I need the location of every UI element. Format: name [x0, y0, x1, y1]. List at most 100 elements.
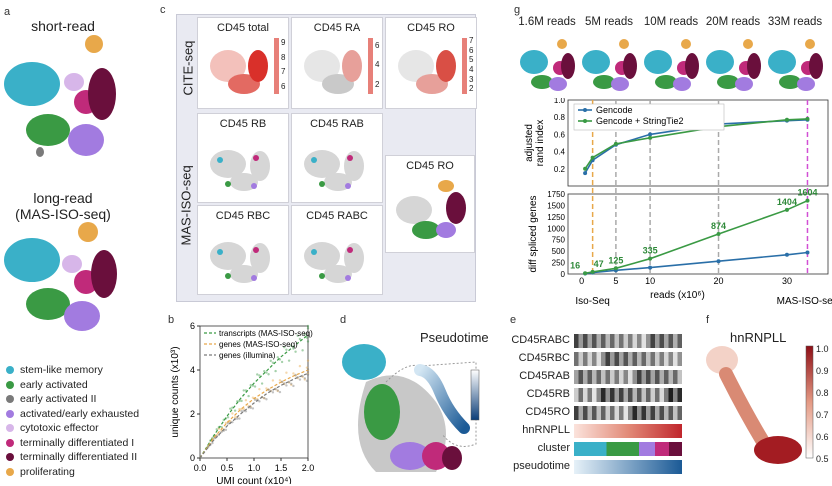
panel-c-frame: CITE-seq MAS-ISO-seq CD45 total 9 8 7 6 CD45 … — [176, 14, 477, 302]
hnrnpll-umap — [706, 345, 814, 464]
cluster-stem-like-memory — [4, 62, 60, 106]
scatter-point — [269, 359, 272, 363]
scatter-point — [305, 379, 309, 383]
dsg-y-tick: 0 — [561, 270, 566, 279]
pseudotime-cluster-green — [364, 384, 400, 440]
heatmap-row-label: CD45RO — [525, 406, 570, 418]
legend-swatch — [6, 453, 14, 461]
cluster-activated — [68, 124, 104, 156]
y-tick-label: 4 — [190, 365, 195, 375]
scatter-point — [217, 427, 221, 431]
x-tick-label: 1.5 — [275, 463, 288, 473]
umap-dots — [217, 249, 223, 255]
dsg-y-tick: 250 — [552, 259, 566, 268]
umap-blob — [230, 173, 258, 191]
colorbar-tick: 7 — [469, 36, 474, 45]
colorbar-tick-label: 0.6 — [816, 432, 829, 442]
cluster-early-activated-ii — [36, 147, 44, 157]
umap-blob — [210, 242, 246, 270]
scatter-point — [280, 360, 284, 364]
scatter-point — [303, 332, 306, 336]
dsg-point — [784, 207, 789, 212]
reads-title: 1.6M reads — [518, 16, 576, 28]
colorbar-tick: 2 — [469, 84, 474, 94]
scatter-point — [233, 416, 237, 419]
ari-ylabel-2: rand index — [535, 120, 546, 167]
pseudotime-cluster-purple — [390, 442, 430, 470]
pseudotime-inset-outline — [385, 361, 477, 447]
dsg-axes — [567, 193, 829, 275]
colorbar-tick: 9 — [281, 38, 286, 47]
reads-titles: 1.6M reads 5M reads 10M reads 20M reads 33M … — [516, 16, 832, 32]
umap-dots — [311, 157, 317, 163]
mas-plot-title: CD45 RO — [406, 160, 454, 172]
dsg-y-tick: 500 — [552, 247, 566, 256]
colorbar-tick: 4 — [375, 60, 380, 70]
scatter-plot-b: 0.0 0.5 1.0 1.5 2.0 0 2 4 6 UMI count (x10⁴) uniqu… — [170, 321, 314, 484]
ari-legend-box — [573, 103, 725, 131]
colorbar-tick: 7 — [281, 67, 286, 76]
umap-dots — [251, 183, 257, 189]
umap-blob — [344, 243, 364, 273]
scatter-point — [278, 390, 282, 394]
colorbar — [368, 38, 373, 94]
umap-blob — [735, 77, 753, 91]
scatter-point — [292, 347, 295, 350]
legend-label: early activated II — [20, 393, 97, 405]
heatmap-row-label: CD45RB — [526, 388, 570, 400]
scatter-point — [283, 345, 286, 349]
scatter-point — [296, 334, 299, 337]
scatter-point — [238, 417, 241, 420]
x-tick-label: 20 — [714, 276, 724, 286]
scatter-point — [215, 428, 218, 431]
scatter-point — [305, 366, 309, 369]
umap-blob — [324, 173, 352, 191]
scatter-point — [303, 377, 306, 380]
umap-dots — [345, 275, 351, 281]
umap-blob — [436, 50, 456, 82]
scatter-point — [306, 373, 310, 376]
scatter-point — [267, 388, 270, 391]
dsg-data-label: 125 — [608, 255, 623, 265]
scatter-point — [240, 399, 243, 403]
cluster-early-activated — [26, 288, 70, 320]
umap-blob — [446, 192, 466, 224]
pseudotime-colorbar — [470, 369, 480, 421]
mas-iso-seq-plot: CD45 RBC — [197, 205, 289, 295]
scatter-point — [276, 389, 279, 393]
scatter-point — [258, 400, 261, 403]
scatter-point — [263, 397, 266, 400]
dsg-point — [805, 250, 810, 255]
legend-label: cytotoxic effector — [20, 422, 99, 434]
legend-label: activated/early exhausted — [20, 407, 140, 420]
legend-item: cytotoxic effector — [6, 422, 99, 434]
scatter-point — [220, 430, 223, 434]
umap-blob — [520, 50, 548, 74]
colorbar — [274, 38, 279, 94]
umap-blob — [342, 50, 362, 82]
colorbar-tick: 6 — [469, 45, 474, 55]
legend-item: activated/early exhausted — [6, 408, 139, 420]
legend-item: early activated II — [6, 393, 96, 405]
scatter-point — [306, 327, 310, 330]
x-axis-label: reads (x10⁶) — [650, 290, 705, 301]
hnrnpll-cells-top — [706, 346, 738, 374]
reads-umaps — [516, 36, 832, 98]
legend-item: stem-like memory — [6, 364, 103, 376]
umap-blob — [398, 50, 434, 82]
dsg-data-label: 874 — [711, 221, 726, 231]
x-tick-label: 0.5 — [221, 463, 234, 473]
reads-umap — [520, 39, 575, 91]
scatter-point — [253, 385, 257, 388]
scatter-point — [249, 406, 252, 410]
legend-item: terminally differentiated I — [6, 437, 134, 449]
mas-plot-title: CD45 RAB — [310, 118, 364, 130]
cite-seq-plot: CD45 RA 6 4 2 — [291, 17, 383, 109]
cite-plot-umap — [210, 38, 279, 94]
scatter-point — [290, 383, 293, 386]
cite-plot-title: CD45 RO — [407, 22, 455, 34]
pseudotime-title: Pseudotime — [420, 330, 489, 345]
dsg-point — [805, 198, 810, 203]
dsg-point — [784, 252, 789, 257]
